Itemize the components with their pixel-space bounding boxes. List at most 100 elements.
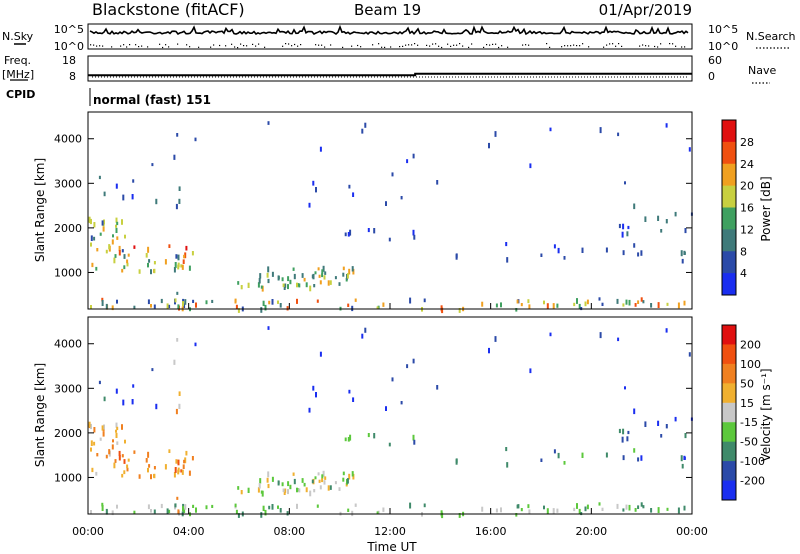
power-cell xyxy=(677,302,680,309)
velocity-cell xyxy=(601,507,604,511)
nsearch-point xyxy=(495,43,497,45)
power-cell xyxy=(127,253,130,257)
velocity-cell xyxy=(205,505,208,510)
power-cell xyxy=(347,303,350,307)
velocity-cell xyxy=(319,351,322,357)
power-cell xyxy=(406,159,409,164)
power-cell xyxy=(624,181,626,185)
power-cell xyxy=(540,253,543,257)
nsearch-point xyxy=(429,45,431,47)
power-cell xyxy=(138,269,141,274)
velocity-cell xyxy=(573,507,576,512)
velocity-cell xyxy=(281,482,284,487)
nsearch-point xyxy=(231,43,233,45)
power-cell xyxy=(177,264,180,270)
velocity-cell xyxy=(235,509,238,515)
y-tick-label: 3000 xyxy=(54,382,82,395)
power-cell xyxy=(191,251,194,256)
nsky-panel-frame xyxy=(87,23,693,50)
power-cell xyxy=(133,305,136,310)
nsearch-point xyxy=(489,44,491,46)
colorbar-swatch xyxy=(722,441,736,462)
velocity-cell xyxy=(505,447,508,452)
power-cell xyxy=(95,266,98,271)
velocity-cell xyxy=(182,506,184,512)
power-cell xyxy=(563,256,566,260)
velocity-cell xyxy=(296,487,298,493)
velocity-cell xyxy=(373,433,376,439)
power-cell xyxy=(616,298,619,304)
velocity-cell xyxy=(267,483,270,489)
nsearch-point xyxy=(99,45,101,47)
velocity-cell xyxy=(324,476,327,480)
velocity-cell xyxy=(458,513,461,518)
y-tick-label: 1000 xyxy=(54,471,82,484)
x-tick-label: 12:00 xyxy=(374,525,406,538)
velocity-cell xyxy=(153,509,156,514)
velocity-cell xyxy=(133,450,136,454)
power-cell xyxy=(105,303,108,310)
velocity-cell xyxy=(133,510,136,515)
nsearch-point xyxy=(483,46,485,48)
power-cell xyxy=(622,303,625,307)
power-cell xyxy=(553,244,556,249)
power-cell xyxy=(412,229,415,236)
power-cell xyxy=(520,303,523,307)
power-cell xyxy=(505,242,508,247)
power-cell xyxy=(289,279,292,285)
velocity-cell xyxy=(382,507,385,512)
nsearch-point xyxy=(525,44,527,46)
velocity-cell xyxy=(101,505,104,511)
velocity-cell xyxy=(257,487,260,493)
colorbar-tick-label: 24 xyxy=(740,158,754,171)
velocity-cell xyxy=(329,485,332,490)
nsearch-point xyxy=(642,44,644,46)
power-cell xyxy=(99,232,102,236)
velocity-cell xyxy=(153,473,156,479)
nsearch-point xyxy=(285,43,287,45)
power-cell xyxy=(112,234,114,238)
velocity-cell xyxy=(348,389,351,394)
velocity-cell xyxy=(289,484,292,490)
velocity-cell xyxy=(352,397,355,402)
nsearch-point xyxy=(162,46,164,49)
velocity-cell xyxy=(145,458,148,463)
velocity-cell xyxy=(121,454,124,458)
nsearch-point xyxy=(234,46,236,48)
power-cell xyxy=(324,271,327,275)
velocity-cell xyxy=(683,505,686,511)
velocity-cell xyxy=(650,508,653,513)
power-cell xyxy=(293,273,296,280)
x-axis-ticks: 00:00 04:00 08:00 12:00 16:00 20:00 00:00 xyxy=(72,303,708,538)
power-cell xyxy=(268,300,271,305)
velocity-cell xyxy=(185,450,188,456)
velocity-cell xyxy=(178,391,181,396)
power-cell xyxy=(683,250,686,255)
power-cell xyxy=(376,306,379,310)
velocity-cell xyxy=(132,384,135,388)
velocity-cell xyxy=(376,511,379,515)
power-cell xyxy=(194,137,197,142)
nsearch-point xyxy=(546,43,548,45)
power-cell xyxy=(131,194,134,200)
power-cell xyxy=(111,239,114,245)
velocity-cell xyxy=(584,506,587,512)
power-cell xyxy=(317,267,320,271)
power-cell xyxy=(409,297,412,304)
colorbar-swatch xyxy=(722,363,736,384)
velocity-cell xyxy=(151,368,154,372)
power-cell xyxy=(176,133,179,137)
power-cell xyxy=(192,299,195,303)
velocity-cell xyxy=(344,437,347,442)
y-tick-label: 4000 xyxy=(54,338,82,351)
velocity-cell xyxy=(111,444,114,450)
velocity-cell xyxy=(287,481,290,487)
power-cell xyxy=(481,301,484,307)
velocity-cell xyxy=(665,328,668,333)
power-cell xyxy=(586,299,589,305)
velocity-cell xyxy=(423,503,426,508)
nsearch-point xyxy=(384,46,386,48)
nsearch-point xyxy=(411,44,413,46)
power-cell xyxy=(342,266,345,271)
power-cell xyxy=(301,273,304,278)
